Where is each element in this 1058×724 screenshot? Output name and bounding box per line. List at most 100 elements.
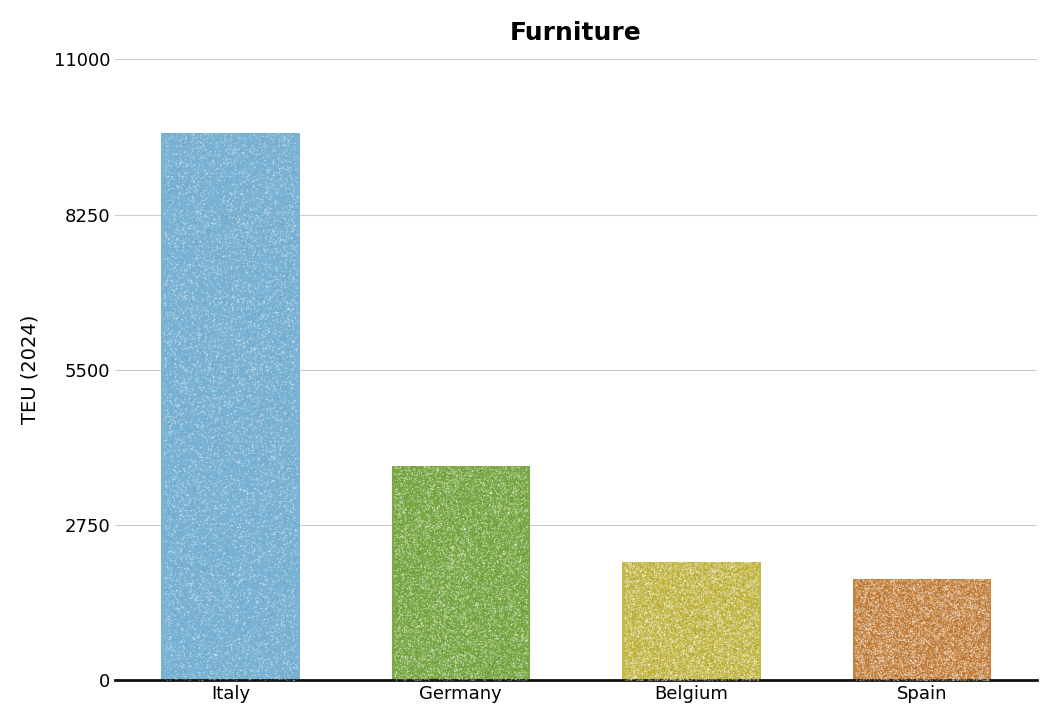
Point — [188, 350, 205, 362]
Point — [659, 641, 676, 652]
Point — [967, 659, 984, 670]
Point — [937, 665, 954, 676]
Point — [431, 483, 448, 494]
Point — [517, 490, 534, 502]
Point — [436, 667, 453, 678]
Point — [740, 581, 756, 592]
Point — [687, 598, 704, 610]
Point — [966, 602, 983, 614]
Point — [478, 639, 495, 650]
Point — [644, 632, 661, 644]
Point — [252, 578, 269, 589]
Point — [963, 668, 980, 680]
Point — [883, 574, 900, 586]
Point — [413, 536, 430, 548]
Point — [166, 665, 183, 677]
Point — [444, 653, 461, 665]
Point — [281, 342, 298, 353]
Point — [491, 542, 508, 553]
Point — [964, 606, 981, 618]
Point — [413, 522, 430, 534]
Point — [877, 619, 894, 631]
Point — [423, 609, 440, 620]
Point — [454, 508, 471, 520]
Point — [432, 542, 449, 553]
Point — [926, 614, 943, 626]
Point — [241, 260, 258, 272]
Point — [642, 653, 659, 665]
Point — [931, 628, 948, 639]
Point — [225, 232, 242, 243]
Point — [186, 374, 203, 386]
Point — [397, 581, 414, 592]
Point — [445, 513, 462, 524]
Point — [272, 233, 289, 245]
Point — [679, 653, 696, 665]
Point — [492, 553, 509, 565]
Point — [423, 502, 440, 514]
Point — [956, 657, 973, 669]
Point — [865, 630, 882, 641]
Point — [646, 672, 663, 683]
Point — [644, 615, 661, 627]
Point — [747, 607, 764, 619]
Point — [510, 514, 527, 526]
Point — [640, 564, 657, 576]
Point — [857, 576, 874, 587]
Point — [511, 669, 528, 681]
Point — [237, 634, 254, 646]
Point — [727, 624, 744, 636]
Point — [630, 629, 646, 641]
Point — [745, 603, 762, 615]
Point — [387, 649, 404, 660]
Point — [880, 648, 897, 660]
Point — [711, 626, 728, 638]
Point — [203, 553, 220, 565]
Point — [965, 613, 982, 625]
Point — [263, 193, 280, 204]
Point — [974, 613, 991, 625]
Point — [703, 630, 719, 641]
Point — [657, 599, 674, 610]
Point — [196, 361, 213, 372]
Point — [504, 555, 521, 567]
Point — [170, 444, 187, 455]
Point — [651, 599, 668, 610]
Point — [413, 540, 430, 552]
Point — [457, 526, 474, 537]
Point — [978, 626, 995, 637]
Point — [516, 540, 533, 552]
Point — [637, 629, 654, 641]
Point — [676, 671, 693, 683]
Point — [730, 558, 747, 570]
Point — [209, 659, 226, 670]
Point — [883, 656, 900, 668]
Point — [497, 543, 514, 555]
Point — [897, 643, 914, 654]
Point — [204, 149, 221, 161]
Point — [692, 581, 709, 593]
Point — [414, 581, 431, 592]
Point — [847, 600, 864, 612]
Point — [281, 347, 298, 358]
Point — [494, 616, 511, 628]
Point — [658, 644, 675, 655]
Point — [223, 508, 240, 520]
Point — [740, 653, 756, 665]
Point — [170, 351, 187, 363]
Point — [637, 624, 654, 636]
Point — [454, 556, 471, 568]
Point — [852, 575, 869, 586]
Point — [719, 625, 736, 636]
Point — [490, 515, 507, 527]
Point — [203, 496, 220, 508]
Point — [272, 255, 289, 266]
Point — [650, 557, 667, 569]
Point — [857, 605, 874, 617]
Point — [249, 285, 266, 297]
Point — [389, 625, 406, 636]
Point — [199, 358, 216, 370]
Point — [740, 649, 756, 661]
Point — [195, 390, 212, 402]
Point — [706, 647, 723, 659]
